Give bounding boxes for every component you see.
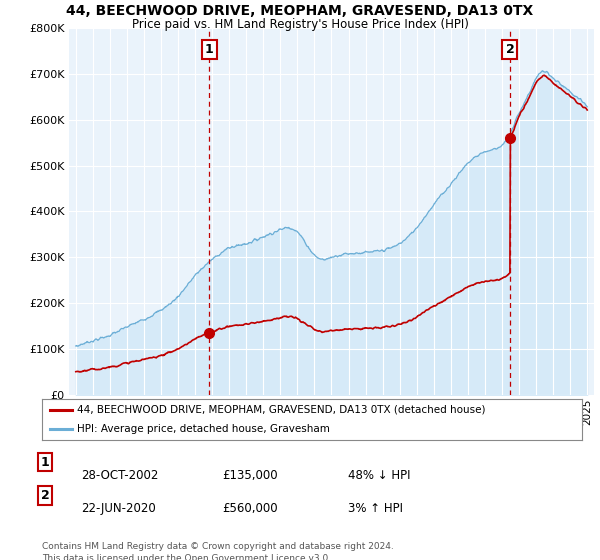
Text: 1: 1 xyxy=(205,43,214,55)
Text: 44, BEECHWOOD DRIVE, MEOPHAM, GRAVESEND, DA13 0TX: 44, BEECHWOOD DRIVE, MEOPHAM, GRAVESEND,… xyxy=(67,4,533,18)
Text: 48% ↓ HPI: 48% ↓ HPI xyxy=(348,469,410,482)
Text: £560,000: £560,000 xyxy=(222,502,278,515)
Text: 3% ↑ HPI: 3% ↑ HPI xyxy=(348,502,403,515)
Text: 22-JUN-2020: 22-JUN-2020 xyxy=(81,502,156,515)
Text: 1: 1 xyxy=(41,455,49,469)
Text: 2: 2 xyxy=(506,43,514,55)
Text: £135,000: £135,000 xyxy=(222,469,278,482)
Text: Price paid vs. HM Land Registry's House Price Index (HPI): Price paid vs. HM Land Registry's House … xyxy=(131,18,469,31)
Text: This data is licensed under the Open Government Licence v3.0.: This data is licensed under the Open Gov… xyxy=(42,554,331,560)
Text: 28-OCT-2002: 28-OCT-2002 xyxy=(81,469,158,482)
Text: 44, BEECHWOOD DRIVE, MEOPHAM, GRAVESEND, DA13 0TX (detached house): 44, BEECHWOOD DRIVE, MEOPHAM, GRAVESEND,… xyxy=(77,405,485,415)
Text: Contains HM Land Registry data © Crown copyright and database right 2024.: Contains HM Land Registry data © Crown c… xyxy=(42,542,394,550)
Text: 2: 2 xyxy=(41,489,49,502)
Text: HPI: Average price, detached house, Gravesham: HPI: Average price, detached house, Grav… xyxy=(77,423,330,433)
